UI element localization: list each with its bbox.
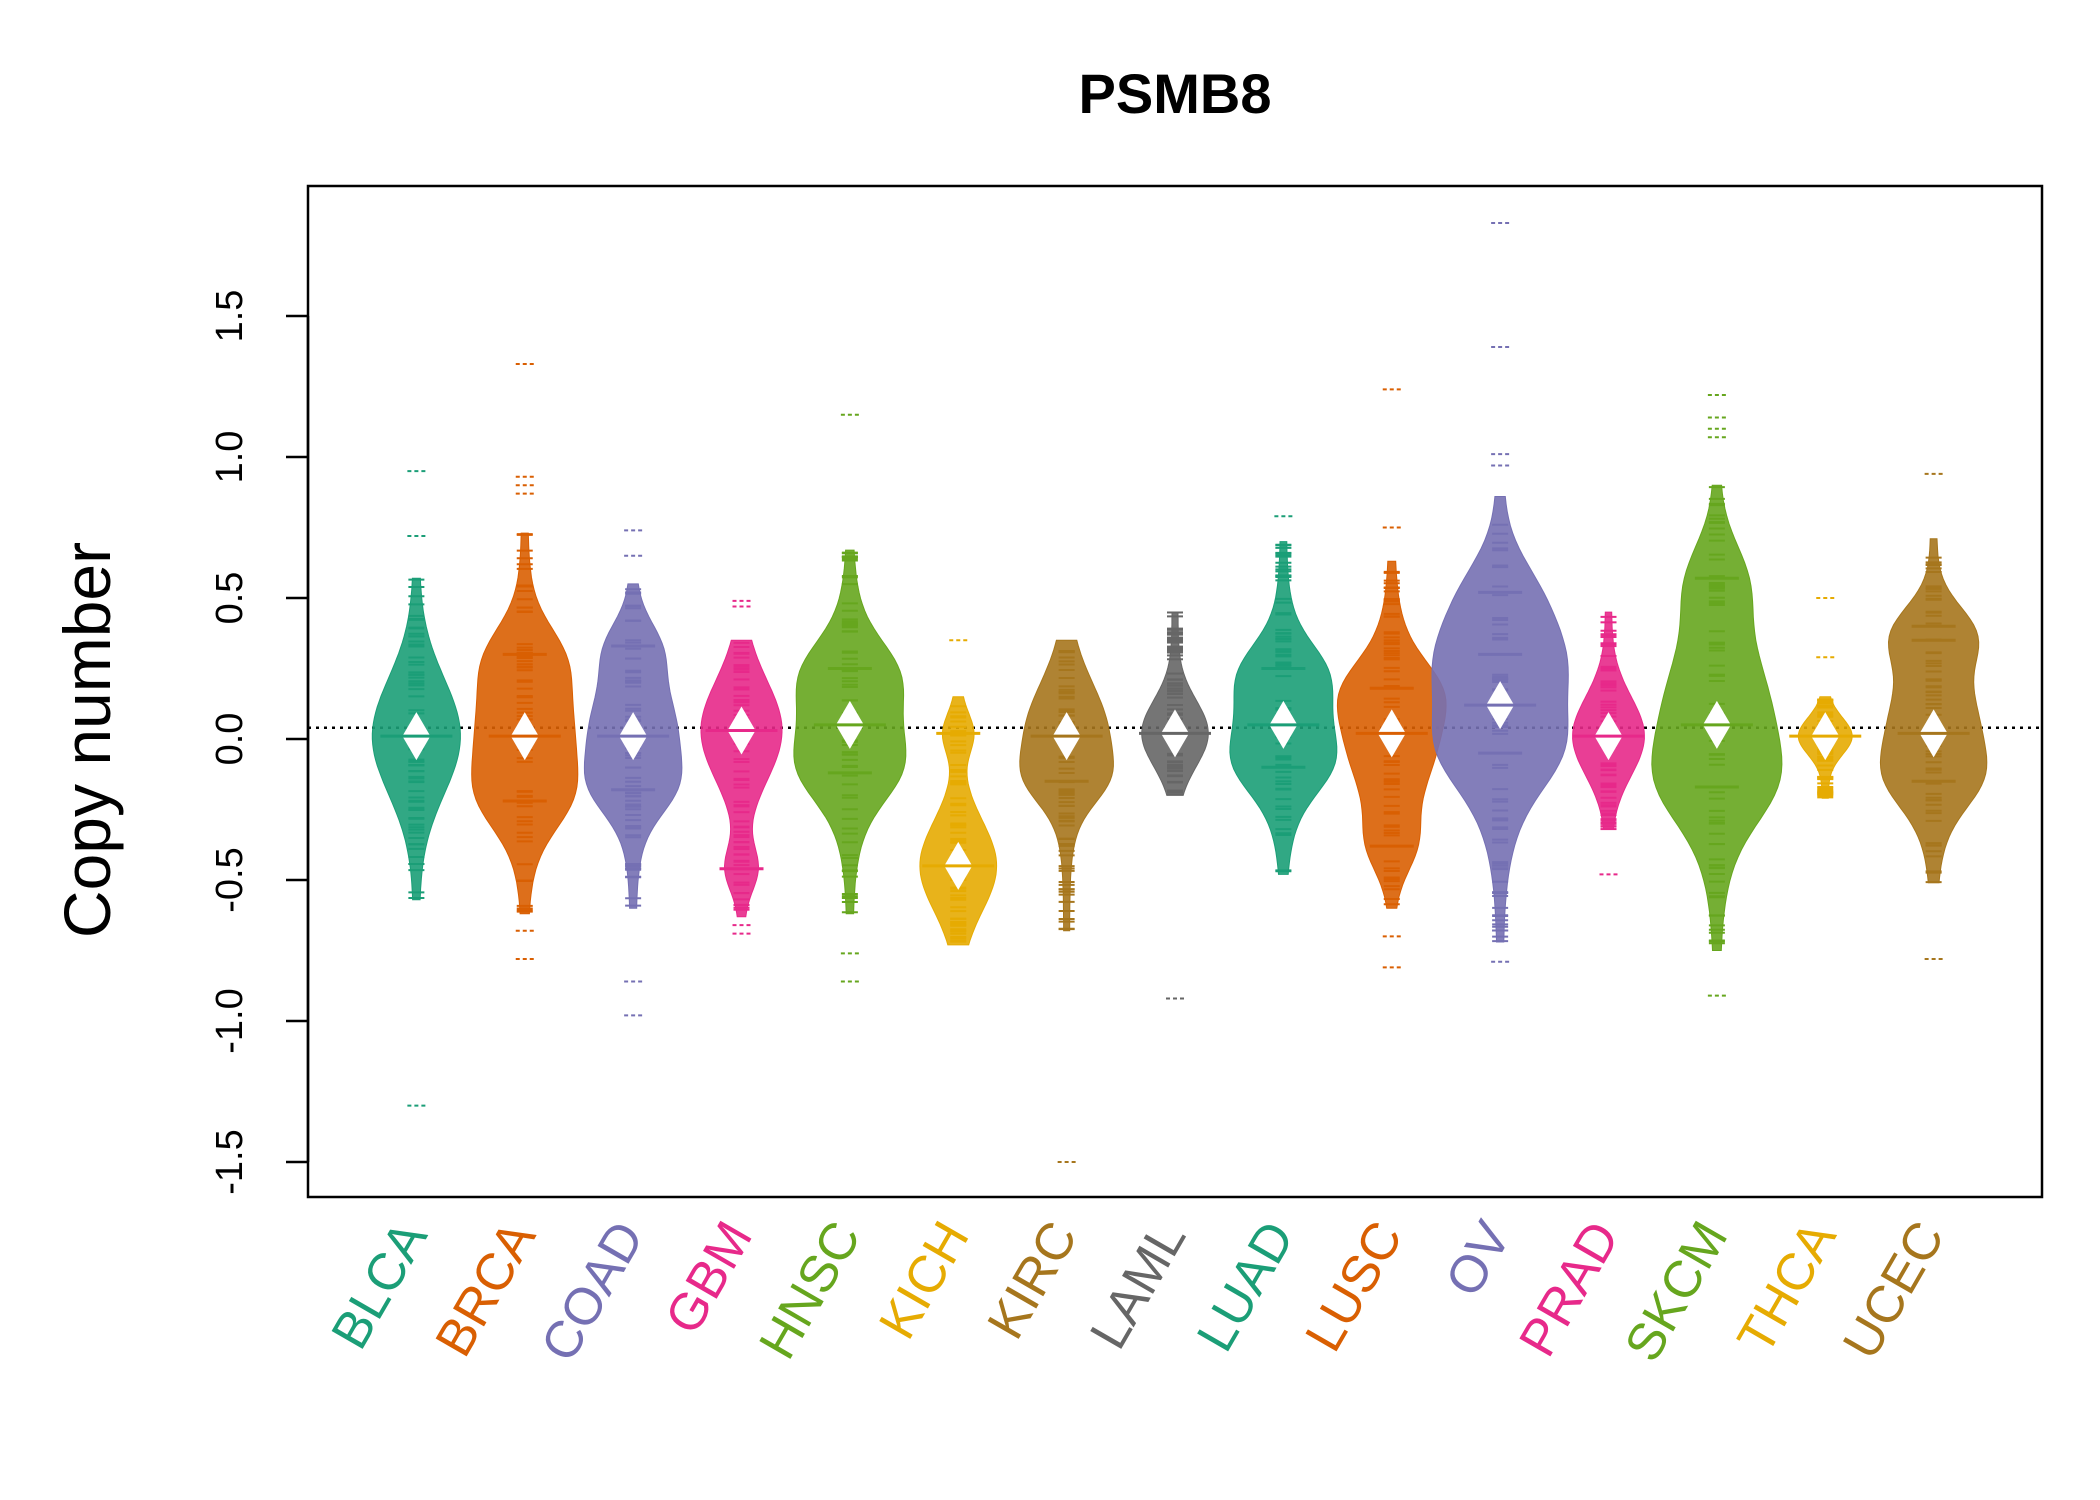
chart-title: PSMB8 <box>1079 62 1272 125</box>
category-label: LAML <box>1079 1212 1197 1359</box>
bean-thca <box>1789 597 1862 799</box>
category-label: UCEC <box>1832 1212 1956 1369</box>
bean-blca <box>371 470 461 1107</box>
bean-density <box>1019 639 1114 932</box>
category-label: HNSC <box>748 1212 872 1369</box>
category-label: PRAD <box>1508 1212 1630 1366</box>
y-tick-label: 1.5 <box>209 290 251 343</box>
y-tick-label: 0.0 <box>209 713 251 766</box>
y-tick-label: -1.5 <box>209 1129 251 1194</box>
bean-prad <box>1572 611 1645 876</box>
y-tick-label: 0.5 <box>209 572 251 625</box>
category-label: KIRC <box>977 1212 1089 1349</box>
bean-density <box>919 696 998 946</box>
category-label: BRCA <box>425 1212 548 1366</box>
bean-hnsc <box>793 413 907 983</box>
bean-laml <box>1139 611 1211 1000</box>
category-label: OV <box>1435 1212 1523 1306</box>
category-label: GBM <box>654 1212 763 1344</box>
bean-ucec <box>1879 472 1988 960</box>
category-label: SKCM <box>1614 1212 1739 1371</box>
category-label: LUSC <box>1295 1212 1415 1361</box>
category-label: COAD <box>530 1212 655 1371</box>
category-label: LUAD <box>1186 1212 1306 1361</box>
bean-luad <box>1229 515 1338 875</box>
y-tick-label: 1.0 <box>209 431 251 484</box>
bean-lusc <box>1336 388 1447 969</box>
bean-coad <box>583 529 683 1017</box>
bean-kich <box>919 639 998 946</box>
bean-ov <box>1431 221 1569 963</box>
category-label: THCA <box>1727 1212 1848 1364</box>
y-tick-label: -1.0 <box>209 988 251 1053</box>
category-label: BLCA <box>321 1212 439 1359</box>
bean-kirc <box>1019 639 1114 1163</box>
y-axis-label: Copy number <box>50 542 124 938</box>
bean-skcm <box>1651 393 1783 997</box>
category-label: KICH <box>868 1212 980 1349</box>
y-tick-label: -0.5 <box>209 847 251 912</box>
bean-gbm <box>700 599 783 935</box>
bean-brca <box>471 362 579 960</box>
plot-area: -1.5 -1.0 -0.5 0.0 0.5 1.0 1.5 BLCABRCACOADGBMH… <box>209 184 2044 1371</box>
